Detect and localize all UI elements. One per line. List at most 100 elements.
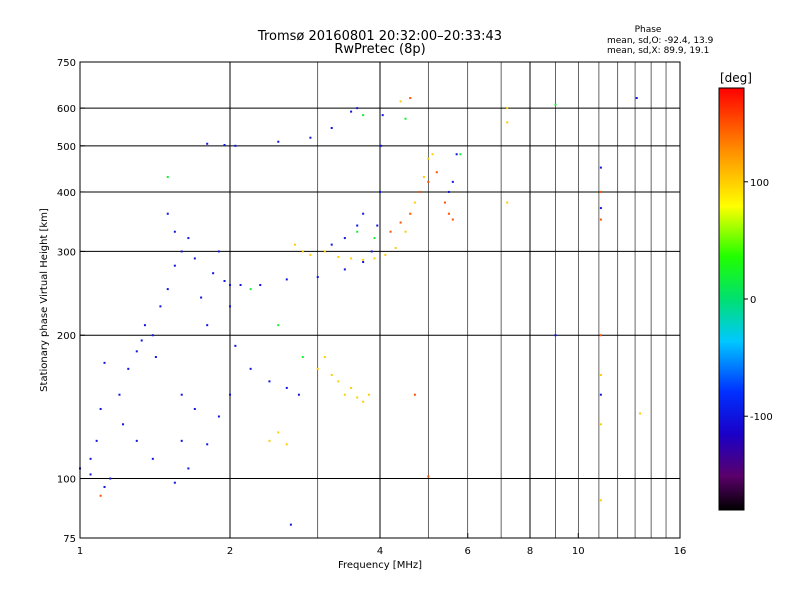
data-point <box>143 324 146 327</box>
x-tick-label: 8 <box>527 546 533 557</box>
data-point <box>362 258 365 261</box>
data-point <box>217 415 220 418</box>
data-point <box>166 175 169 178</box>
data-point <box>259 284 262 287</box>
data-point <box>427 180 430 183</box>
data-point <box>389 230 392 233</box>
data-point <box>343 393 346 396</box>
data-point <box>234 144 237 147</box>
data-point <box>154 356 157 359</box>
data-point <box>350 386 353 389</box>
data-point <box>404 117 407 120</box>
chart-subtitle: RwPretec (8p) <box>334 42 425 57</box>
data-point <box>277 431 280 434</box>
data-point <box>409 97 412 100</box>
data-point <box>301 250 304 253</box>
colorbar-ticks: 100 0 -100 <box>744 178 773 423</box>
data-point <box>187 467 190 470</box>
plot-area: 1 2 4 6 8 10 16 75 100 200 300 400 500 600 750 <box>57 58 686 557</box>
data-point <box>285 443 288 446</box>
data-point <box>373 257 376 260</box>
data-point <box>337 380 340 383</box>
data-point <box>297 393 300 396</box>
data-point <box>435 171 438 174</box>
data-point <box>455 153 458 156</box>
data-point <box>350 257 353 260</box>
data-point <box>212 272 215 275</box>
data-point <box>599 190 602 193</box>
data-point <box>135 439 138 442</box>
data-point <box>173 230 176 233</box>
y-tick-label: 600 <box>57 104 76 115</box>
data-point <box>362 400 365 403</box>
data-point <box>109 477 112 480</box>
data-point <box>99 494 102 497</box>
data-point <box>379 190 381 193</box>
data-point <box>399 221 402 224</box>
data-point <box>223 280 226 283</box>
data-point <box>103 361 106 364</box>
data-point <box>122 423 125 426</box>
data-point <box>95 439 98 442</box>
data-point <box>459 153 462 156</box>
x-tick-label: 2 <box>227 546 233 557</box>
data-point <box>277 140 280 143</box>
data-point <box>599 218 602 221</box>
data-point <box>404 230 407 233</box>
data-point <box>89 457 92 460</box>
y-axis-label: Stationary phase Virtual Height [km] <box>39 208 50 392</box>
data-point <box>127 367 130 370</box>
grid-lines <box>80 62 680 538</box>
x-tick-label: 4 <box>377 546 383 557</box>
data-point <box>309 253 312 256</box>
data-point <box>367 393 370 396</box>
data-point <box>229 305 231 308</box>
data-point <box>362 212 365 215</box>
data-point <box>599 423 602 426</box>
colorbar-tick-label: 100 <box>750 178 769 189</box>
data-point <box>330 374 333 377</box>
data-point <box>118 393 121 396</box>
chart-title: Tromsø 20160801 20:32:00–20:33:43 <box>257 29 502 44</box>
data-point <box>159 305 162 308</box>
colorbar-tick-label: 0 <box>750 295 756 306</box>
data-point <box>373 237 376 240</box>
data-point <box>103 485 106 488</box>
data-point <box>506 121 509 124</box>
data-point <box>200 296 203 299</box>
data-point <box>399 100 402 103</box>
x-tick-label: 10 <box>572 546 585 557</box>
data-point <box>323 356 326 359</box>
data-point <box>234 344 237 347</box>
data-point <box>99 407 102 410</box>
data-point <box>447 190 450 193</box>
data-point <box>635 97 638 100</box>
data-point <box>554 334 557 337</box>
data-point <box>506 107 509 110</box>
data-point <box>381 114 384 117</box>
data-point <box>451 218 454 221</box>
data-point <box>277 324 280 327</box>
data-point <box>187 237 190 240</box>
colorbar-tick-label: -100 <box>750 412 773 423</box>
data-point <box>362 261 365 264</box>
colorbar-label: [deg] <box>720 71 752 85</box>
data-point <box>206 443 209 446</box>
data-point <box>422 175 425 178</box>
data-point <box>249 367 252 370</box>
data-point <box>370 250 373 253</box>
data-point <box>229 284 231 287</box>
data-point <box>409 212 412 215</box>
data-point <box>337 256 340 259</box>
y-tick-label: 300 <box>57 247 76 258</box>
data-point <box>223 143 226 146</box>
data-point <box>554 103 557 106</box>
phase-stats-title: Phase <box>635 25 662 35</box>
data-point <box>180 250 183 253</box>
data-point <box>427 157 430 160</box>
data-point <box>166 288 169 291</box>
colorbar: [deg] 100 0 -100 <box>718 71 773 511</box>
data-point <box>599 166 602 169</box>
data-point <box>316 276 319 279</box>
